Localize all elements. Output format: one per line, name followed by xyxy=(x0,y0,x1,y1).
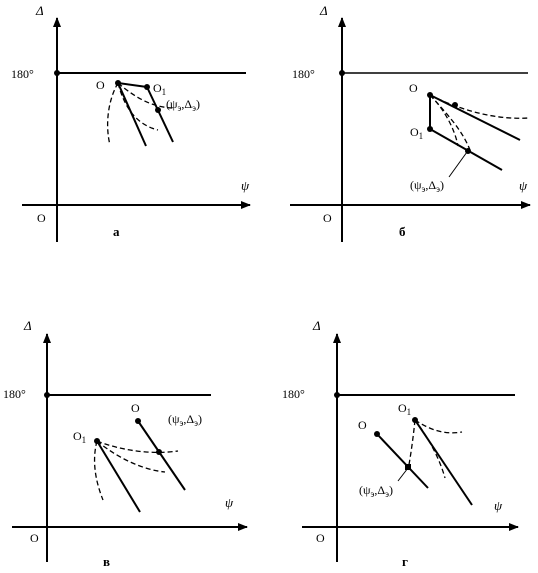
point-e xyxy=(405,464,411,470)
dashed-curve-3 xyxy=(117,82,176,109)
dashed-curve-1 xyxy=(429,94,529,119)
x-axis-label: ψ xyxy=(241,178,250,193)
panel-caption: г xyxy=(402,554,408,568)
dashed-curve-2 xyxy=(117,82,159,131)
dashed-curve-2 xyxy=(414,419,446,479)
line-from-O1 xyxy=(146,86,174,143)
y-tick-label: 180° xyxy=(292,67,315,81)
point-O xyxy=(115,80,121,86)
tick-180-dot xyxy=(44,392,50,398)
point-e-label: (ψэ,Δэ) xyxy=(359,483,393,499)
dashed-curve-1 xyxy=(106,82,119,146)
x-axis-label: ψ xyxy=(519,178,528,193)
point-O1-label: O1 xyxy=(153,81,166,97)
point-e xyxy=(155,107,161,113)
y-tick-label: 180° xyxy=(3,387,26,401)
line-from-O xyxy=(117,82,147,147)
point-O1-label: O1 xyxy=(73,429,86,445)
point-e xyxy=(156,449,162,455)
origin-label: O xyxy=(37,211,46,225)
y-axis-label: Δ xyxy=(23,318,32,333)
y-axis-label: Δ xyxy=(312,318,321,333)
point-O xyxy=(374,431,380,437)
panel-a: Δ ψ O 180° O O1 (ψэ,Δэ) а xyxy=(11,3,251,242)
segment-O-O1 xyxy=(117,82,148,88)
y-axis-label: Δ xyxy=(35,3,44,18)
tick-180-dot xyxy=(54,70,60,76)
panel-caption: а xyxy=(113,224,120,239)
panel-v: Δ ψ O 180° O O1 (ψэ,Δэ) в xyxy=(3,318,248,569)
point-O-label: O xyxy=(358,418,367,432)
tick-180-dot xyxy=(339,70,345,76)
point-O1-label: O1 xyxy=(410,125,423,141)
panel-caption: в xyxy=(103,554,110,568)
origin-label: O xyxy=(323,211,332,225)
dashed-curve-1 xyxy=(96,440,179,454)
line-from-O1 xyxy=(96,440,141,513)
point-e-label: (ψэ,Δэ) xyxy=(410,178,444,194)
line-from-O xyxy=(137,420,186,491)
point-e xyxy=(465,148,471,154)
point-O1 xyxy=(144,84,150,90)
point-O-label: O xyxy=(409,81,418,95)
point-O xyxy=(135,418,141,424)
y-axis-label: Δ xyxy=(319,3,328,18)
x-axis-label: ψ xyxy=(225,495,234,510)
origin-label: O xyxy=(30,531,39,545)
y-tick-label: 180° xyxy=(282,387,305,401)
x-axis-label: ψ xyxy=(494,498,503,513)
panel-g: Δ ψ O 180° O O1 (ψэ,Δэ) г xyxy=(282,318,519,569)
dashed-curve-1 xyxy=(414,419,463,434)
point-e-label: (ψэ,Δэ) xyxy=(168,412,202,428)
line-from-O xyxy=(376,433,429,489)
pointer-leader xyxy=(397,467,409,482)
point-O-label: O xyxy=(131,401,140,415)
point-O1 xyxy=(427,126,433,132)
point-O xyxy=(427,92,433,98)
dashed-curve-2 xyxy=(96,440,166,473)
line-from-O1 xyxy=(414,419,473,506)
dashed-curve-2 xyxy=(429,94,471,151)
point-O-label: O xyxy=(96,78,105,92)
panel-b: Δ ψ O 180° O O1 (ψэ,Δэ) б xyxy=(290,3,531,242)
panel-caption: б xyxy=(399,224,406,239)
point-e-label: (ψэ,Δэ) xyxy=(166,97,200,113)
point-O1 xyxy=(412,417,418,423)
point-O1-label: O1 xyxy=(398,401,411,417)
tick-180-dot xyxy=(334,392,340,398)
y-tick-label: 180° xyxy=(11,67,34,81)
dashed-curve-3 xyxy=(93,440,104,501)
origin-label: O xyxy=(316,531,325,545)
dashed-curve-3 xyxy=(407,419,416,471)
pointer-leader xyxy=(448,151,468,178)
point-O1 xyxy=(94,438,100,444)
point-mid xyxy=(452,102,458,108)
